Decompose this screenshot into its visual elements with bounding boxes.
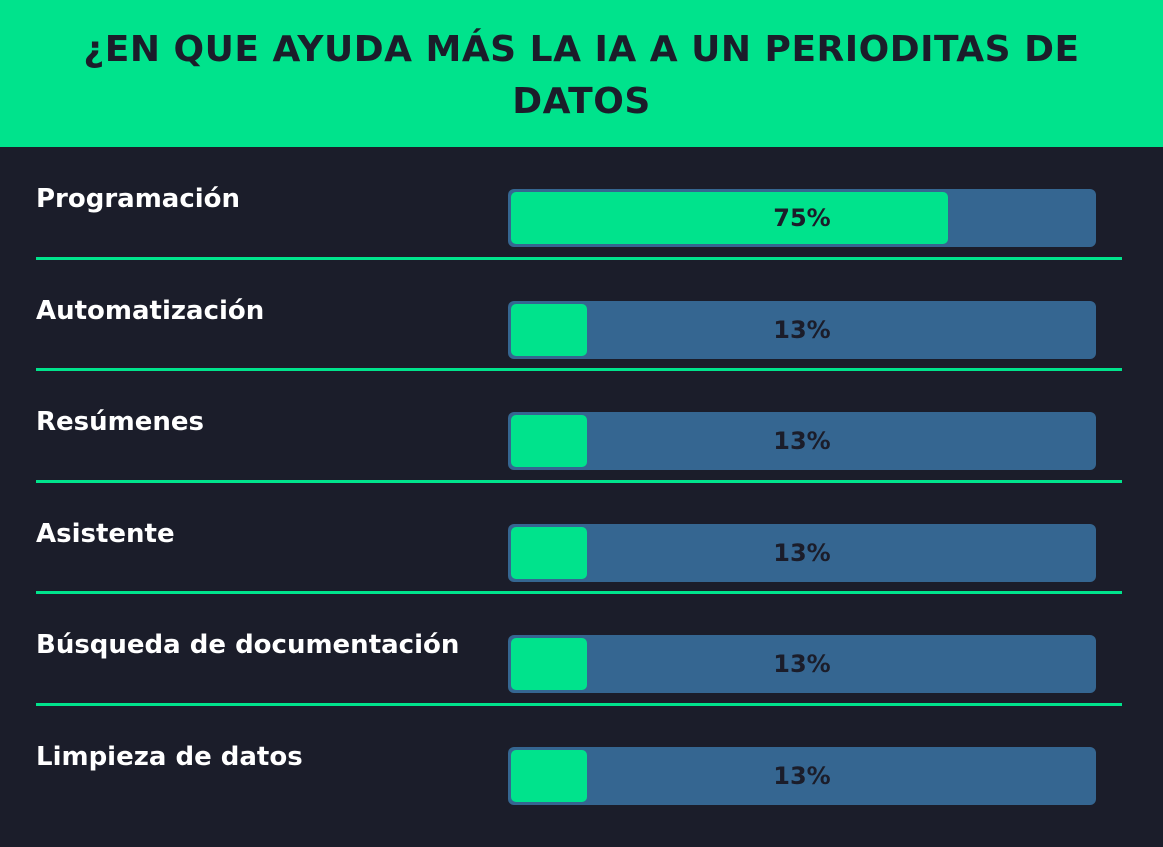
header-banner: ¿EN QUE AYUDA MÁS LA IA A UN PERIODITAS … [0, 0, 1163, 147]
category-label: Asistente [36, 518, 175, 549]
bar-track: 13% [508, 523, 1096, 582]
value-label: 13% [773, 315, 831, 344]
value-label: 13% [773, 427, 831, 455]
bar-track: 13% [508, 412, 1096, 470]
row-divider [36, 257, 1122, 260]
bar-row: Automatización 13% [0, 259, 1163, 371]
value-label: 13% [773, 538, 831, 567]
bar-fill [511, 415, 587, 467]
bar-fill [511, 638, 587, 690]
bar-fill [511, 526, 587, 579]
row-divider [36, 480, 1122, 483]
category-label: Resúmenes [36, 407, 204, 437]
bar-row: Limpieza de datos 13% [0, 705, 1163, 817]
bar-chart: Programación 75% Automatización 13% Resúmene… [0, 147, 1163, 847]
value-label: 13% [773, 650, 831, 678]
category-label: Búsqueda de documentación [36, 630, 460, 660]
category-label: Limpieza de datos [36, 741, 303, 772]
bar-row: Asistente 13% [0, 482, 1163, 594]
category-label: Programación [36, 184, 241, 214]
bar-track: 75% [508, 189, 1096, 247]
value-label: 75% [773, 204, 831, 232]
bar-row: Búsqueda de documentación 13% [0, 593, 1163, 705]
bar-track: 13% [508, 300, 1096, 359]
bar-row: Resúmenes 13% [0, 370, 1163, 482]
chart-title: ¿EN QUE AYUDA MÁS LA IA A UN PERIODITAS … [83, 28, 1080, 122]
row-divider [36, 591, 1122, 594]
bar-track: 13% [508, 746, 1096, 805]
category-label: Automatización [36, 295, 265, 326]
bar-row: Programación 75% [0, 147, 1163, 259]
row-divider [36, 368, 1122, 371]
row-divider [36, 703, 1122, 706]
bar-fill [511, 303, 587, 356]
bar-fill [511, 192, 948, 244]
bar-fill [511, 749, 587, 802]
bar-track: 13% [508, 635, 1096, 693]
value-label: 13% [773, 761, 831, 790]
